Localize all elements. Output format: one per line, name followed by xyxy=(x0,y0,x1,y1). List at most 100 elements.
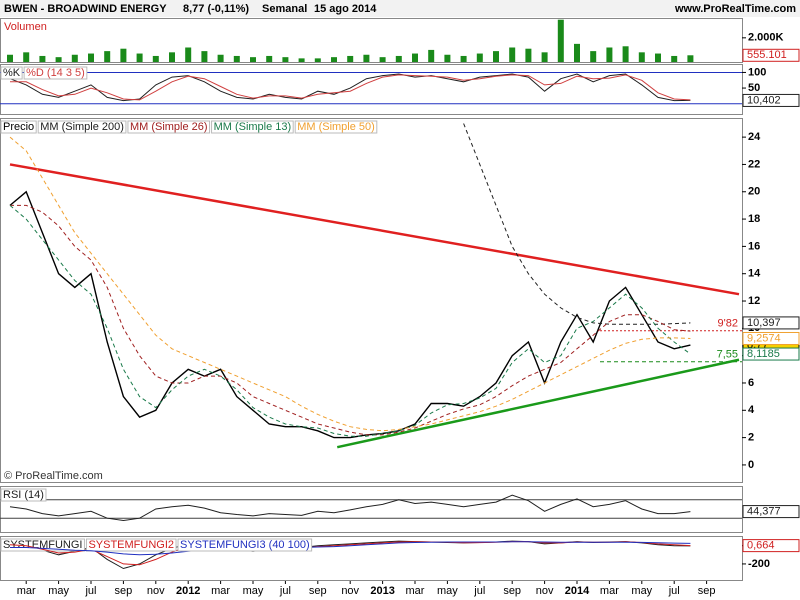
legend-box xyxy=(127,120,211,134)
series-line xyxy=(10,74,691,101)
series-line xyxy=(10,541,691,556)
last-value-box xyxy=(742,347,800,361)
y-tick-label: 6 xyxy=(748,377,754,389)
volume-bar xyxy=(347,55,354,62)
x-tick-label: may xyxy=(437,585,458,597)
series-line xyxy=(9,494,691,522)
x-tick-label: sep xyxy=(115,585,133,597)
y-tick-label: 2 xyxy=(748,432,754,444)
last-value-box xyxy=(742,505,800,519)
volume-bar xyxy=(282,57,289,62)
volume-bar xyxy=(655,53,661,62)
volume-bar xyxy=(557,19,564,63)
volume-bar xyxy=(363,54,370,62)
volume-bar xyxy=(185,47,192,62)
x-tick-label: mar xyxy=(211,585,230,597)
last-value-box xyxy=(742,539,800,553)
legend-box xyxy=(0,120,37,134)
x-tick-label: nov xyxy=(341,585,359,597)
y-tick-label: 14 xyxy=(748,268,761,280)
legend-label: SYSTEMFUNGI2 xyxy=(88,539,174,551)
volume-bar xyxy=(476,53,483,62)
period: Semanal xyxy=(262,3,307,15)
volume-bar xyxy=(71,54,78,62)
volume-bar xyxy=(104,51,111,62)
legend-box xyxy=(0,66,23,80)
volume-bar xyxy=(250,57,256,62)
quote: 8,77 (-0,11%) xyxy=(183,3,249,15)
volume-bar xyxy=(169,52,175,62)
volume-bar xyxy=(622,46,629,62)
volume-bar xyxy=(88,53,94,62)
legend-box xyxy=(23,66,88,80)
volume-bar xyxy=(671,55,678,62)
trend-line xyxy=(9,163,740,296)
volume-bar xyxy=(331,57,337,62)
volume-bar xyxy=(217,54,224,62)
volume-bar xyxy=(509,47,516,62)
legend-label: MM (Simple 13) xyxy=(214,121,292,133)
level-label: 7,55 xyxy=(717,349,738,361)
panel-frame xyxy=(0,18,743,63)
volume-bar xyxy=(606,47,613,62)
volume-bar xyxy=(638,52,645,62)
last-value-label: 555.101 xyxy=(747,49,787,61)
series-line xyxy=(9,73,691,102)
x-tick-label: sep xyxy=(503,585,521,597)
last-value-box xyxy=(742,331,800,345)
last-value-label: 9,2574 xyxy=(747,332,781,344)
x-tick-label: jul xyxy=(279,585,291,597)
volume-bar xyxy=(120,48,127,62)
volume-bar xyxy=(55,57,62,62)
volume-bar xyxy=(39,55,46,62)
volume-bar xyxy=(7,54,13,62)
y-tick-label: 0 xyxy=(748,459,754,471)
x-tick-label: sep xyxy=(698,585,716,597)
legend-box xyxy=(85,538,177,552)
x-tick-label: 2012 xyxy=(176,585,200,597)
symbol: BWEN - BROADWIND ENERGY xyxy=(4,3,167,15)
legend-label: %K xyxy=(3,67,21,79)
legend-box xyxy=(211,120,294,134)
last-value-box xyxy=(742,48,800,62)
y-tick-label: 22 xyxy=(748,158,760,170)
volume-bar xyxy=(493,51,499,62)
volume-bar xyxy=(266,55,273,62)
panel-title: Volumen xyxy=(4,21,47,33)
x-tick-label: 2013 xyxy=(370,585,394,597)
volume-bar xyxy=(412,53,418,62)
last-value-label: 0,664 xyxy=(747,540,775,552)
x-tick-label: jul xyxy=(473,585,485,597)
trend-line xyxy=(336,358,740,449)
x-tick-label: may xyxy=(48,585,69,597)
volume-bar xyxy=(298,58,305,62)
y-tick-label: -200 xyxy=(748,558,770,570)
y-tick-label: 4 xyxy=(748,404,755,416)
last-value-label: 10,402 xyxy=(747,94,781,106)
x-tick-label: mar xyxy=(406,585,425,597)
volume-bar xyxy=(428,49,435,62)
x-tick-label: sep xyxy=(309,585,327,597)
volume-bar xyxy=(379,57,386,62)
series-line xyxy=(9,136,691,432)
x-tick-label: mar xyxy=(600,585,619,597)
x-tick-label: jul xyxy=(668,585,680,597)
volume-bar xyxy=(152,55,159,62)
panel-frame xyxy=(0,64,743,115)
legend-label: RSI (14) xyxy=(3,489,44,501)
volume-bar xyxy=(574,43,580,62)
date: 15 ago 2014 xyxy=(314,3,377,15)
legend-label: SYSTEMFUNGI3 (40 100) xyxy=(180,539,310,551)
y-tick-label: 12 xyxy=(748,295,760,307)
x-tick-label: nov xyxy=(147,585,165,597)
last-value-label: 10,397 xyxy=(747,317,781,329)
volume-bar xyxy=(314,58,321,62)
volume-bar xyxy=(233,55,240,62)
legend-label: MM (Simple 50) xyxy=(297,121,375,133)
volume-bar xyxy=(590,51,597,62)
legend-box xyxy=(294,120,378,134)
series-line xyxy=(9,190,691,439)
y-tick-label: 50 xyxy=(748,82,760,94)
